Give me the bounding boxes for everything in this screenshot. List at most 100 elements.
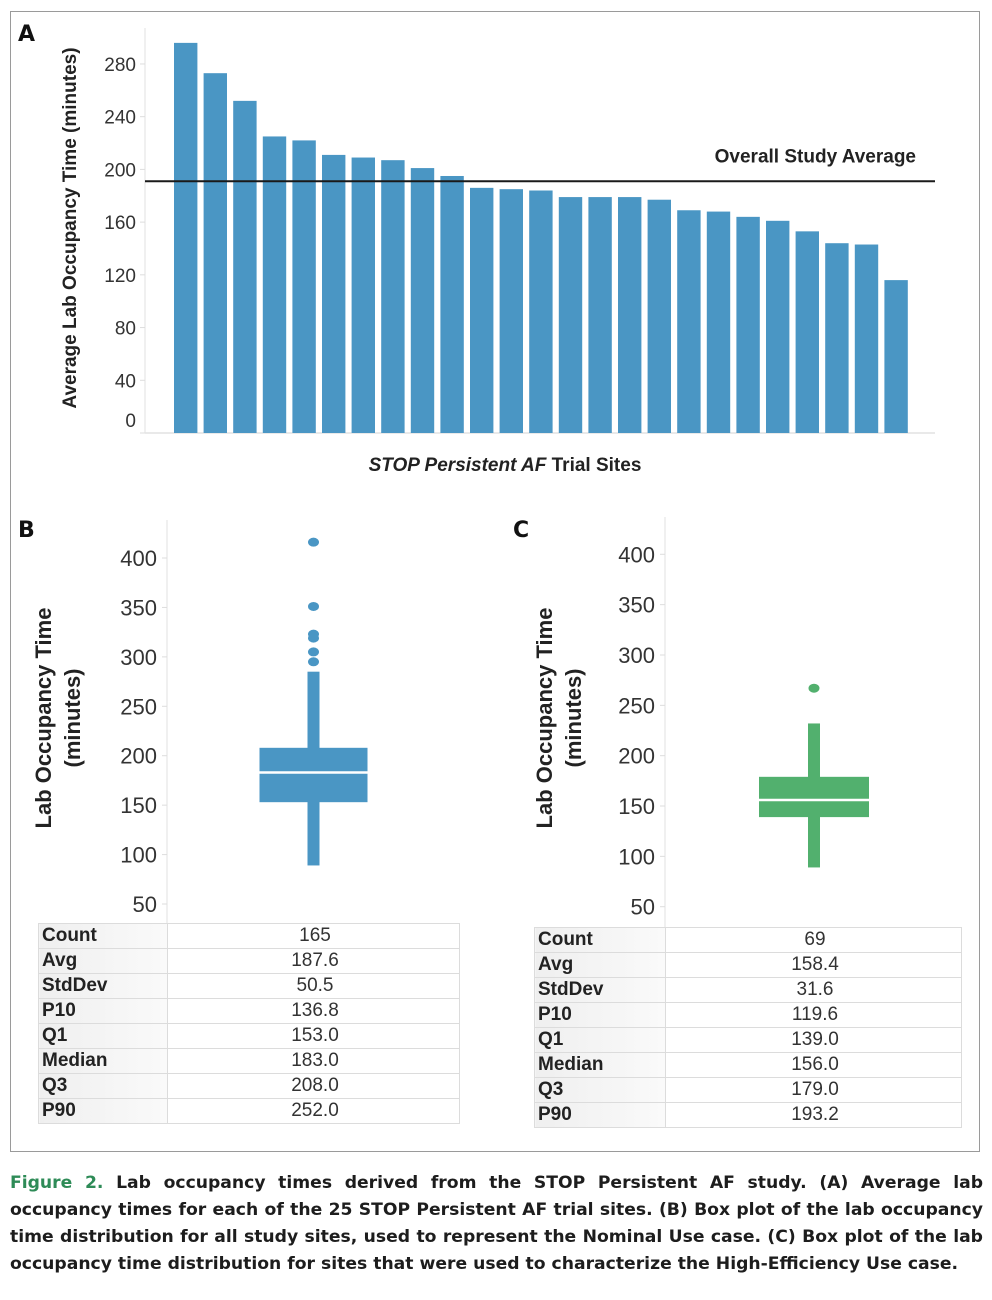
overall-average-label: Overall Study Average: [715, 146, 916, 167]
panel-b: B Lab Occupancy Time (minutes) 50 100 150 2…: [18, 518, 368, 923]
stat-key: Median: [38, 1048, 168, 1074]
stat-value: 119.6: [665, 1002, 962, 1028]
panel-a-y-tick-label: 160: [104, 213, 136, 234]
bar-site-25: [884, 280, 908, 433]
panel-c-y-tick-label: 100: [618, 844, 655, 869]
panel-b-stats-row: Q1 153.0: [38, 1023, 460, 1049]
bar-site-24: [854, 244, 879, 433]
bar-site-5: [292, 140, 316, 434]
panel-c-stats-row: P10 119.6: [534, 1002, 962, 1028]
panel-a-bars: [174, 42, 908, 434]
bar-site-6: [322, 154, 346, 434]
panel-a-y-tick-label: 120: [104, 266, 136, 287]
panel-c-y-tick-label: 350: [618, 593, 655, 618]
bar-site-23: [825, 243, 849, 433]
figure-frame: [10, 11, 980, 1152]
outlier-point: [308, 601, 319, 611]
panel-b-stats-row: Count 165: [38, 923, 460, 949]
stat-value: 165: [167, 923, 460, 949]
panel-b-y-tick-label: 350: [120, 595, 157, 620]
panel-a-y-tick-label: 40: [115, 371, 136, 392]
panel-c-stats-row: P90 193.2: [534, 1102, 962, 1128]
panel-a-y-tick-label: 240: [104, 108, 136, 129]
panel-c-y-tick-label: 50: [631, 895, 655, 920]
panel-b-y-axis-title-line1: Lab Occupancy Time: [31, 608, 56, 829]
stat-key: P10: [534, 1002, 666, 1028]
stat-value: 136.8: [167, 998, 460, 1024]
panel-b-y-tick-label: 150: [120, 793, 157, 818]
x-axis-title-rest: Trial Sites: [546, 455, 641, 476]
stat-value: 69: [665, 927, 962, 953]
bar-site-8: [381, 160, 405, 433]
panel-b-y-tick-label: 200: [120, 744, 157, 769]
panel-a-y-tick-label: 80: [115, 319, 136, 340]
stat-value: 50.5: [167, 973, 460, 999]
stat-value: 179.0: [665, 1077, 962, 1103]
panel-b-stats-row: P10 136.8: [38, 998, 460, 1024]
caption-figure-label: Figure 2.: [10, 1173, 104, 1193]
panel-b-letter: B: [18, 518, 35, 543]
stat-key: Q3: [534, 1077, 666, 1103]
panel-a-y-tick-label: 0: [125, 411, 136, 432]
panel-b-y-ticks: 50 100 150 200 250 300 350 400: [120, 546, 167, 917]
panel-b-y-tick-label: 400: [120, 546, 157, 571]
outlier-point: [308, 647, 319, 657]
stat-key: Count: [534, 927, 666, 953]
panel-c-stats-row: Q3 179.0: [534, 1077, 962, 1103]
panel-c-y-tick-label: 250: [618, 693, 655, 718]
panel-b-stats-row: P90 252.0: [38, 1098, 460, 1124]
stat-key: P90: [534, 1102, 666, 1128]
stat-value: 252.0: [167, 1098, 460, 1124]
panel-b-stats-row: Median 183.0: [38, 1048, 460, 1074]
panel-a-x-axis-title: STOP Persistent AF Trial Sites: [369, 455, 642, 476]
iqr-box: [259, 747, 368, 803]
panel-c-y-tick-label: 400: [618, 542, 655, 567]
bar-site-18: [677, 210, 701, 433]
outlier-point: [308, 633, 319, 643]
stat-value: 208.0: [167, 1073, 460, 1099]
stat-key: Q1: [534, 1027, 666, 1053]
panel-c-y-axis-title-line1: Lab Occupancy Time: [532, 608, 557, 829]
panel-c-stats-row: Count 69: [534, 927, 962, 953]
stat-key: Median: [534, 1052, 666, 1078]
stat-key: Q1: [38, 1023, 168, 1049]
panel-b-y-tick-label: 50: [133, 892, 157, 917]
bar-site-13: [529, 190, 553, 433]
bar-site-14: [558, 197, 583, 433]
panel-b-stats-row: Avg 187.6: [38, 948, 460, 974]
panel-b-stats-row: Q3 208.0: [38, 1073, 460, 1099]
panel-b-boxplot: [259, 537, 368, 866]
panel-a-y-axis-title: Average Lab Occupancy Time (minutes): [60, 47, 81, 408]
figure-caption: Figure 2. Lab occupancy times derived fr…: [10, 1170, 983, 1278]
panel-c-stats-row: StdDev 31.6: [534, 977, 962, 1003]
bar-site-20: [736, 216, 760, 433]
panel-a-y-tick-label: 280: [104, 55, 136, 76]
stat-key: Count: [38, 923, 168, 949]
bar-site-12: [499, 189, 523, 433]
panel-c-stats-row: Median 156.0: [534, 1052, 962, 1078]
panel-b-y-axis-title-line2: (minutes): [60, 669, 85, 768]
iqr-box: [759, 776, 869, 818]
panel-c-y-tick-label: 300: [618, 643, 655, 668]
bar-site-7: [351, 157, 375, 433]
panel-a-y-tick-label: 200: [104, 160, 136, 181]
stat-value: 187.6: [167, 948, 460, 974]
bar-site-22: [795, 231, 819, 433]
outlier-point: [808, 683, 820, 693]
panel-c: C Lab Occupancy Time (minutes) 50 100 150 2…: [513, 517, 869, 927]
panel-b-stats-row: StdDev 50.5: [38, 973, 460, 999]
bar-site-1: [174, 42, 198, 433]
stat-value: 158.4: [665, 952, 962, 978]
stat-key: Avg: [38, 948, 168, 974]
bar-site-15: [588, 197, 612, 433]
bar-site-2: [203, 73, 227, 433]
panel-b-y-tick-label: 250: [120, 694, 157, 719]
stat-key: StdDev: [534, 977, 666, 1003]
bar-site-21: [766, 220, 790, 433]
panel-c-stats-row: Avg 158.4: [534, 952, 962, 978]
stat-key: Q3: [38, 1073, 168, 1099]
bar-site-19: [706, 211, 731, 433]
panel-c-y-axis-title-line2: (minutes): [561, 669, 586, 768]
outlier-point: [308, 537, 319, 547]
panel-b-y-tick-label: 100: [120, 843, 157, 868]
